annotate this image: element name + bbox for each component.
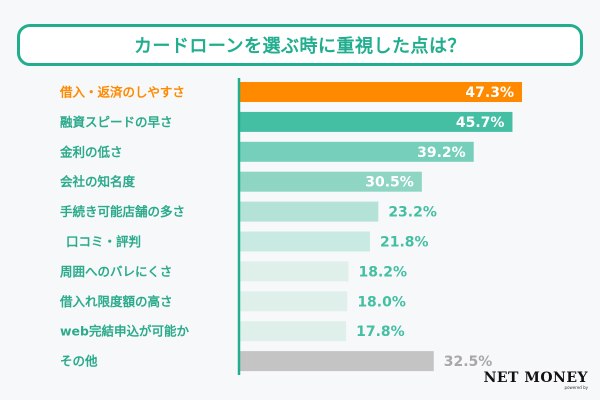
chart-title-box: カードローンを選ぶ時に重視した点は？ bbox=[17, 24, 583, 66]
net-money-logo: NET MONEY powered by bbox=[484, 371, 588, 391]
bar bbox=[240, 201, 379, 222]
logo-wordmark: NET MONEY bbox=[483, 370, 588, 386]
bar bbox=[240, 171, 422, 192]
category-label: 金利の低さ bbox=[59, 144, 123, 159]
bar bbox=[240, 261, 349, 282]
chart-title: カードローンを選ぶ時に重視した点は？ bbox=[133, 36, 467, 57]
bar bbox=[240, 111, 513, 132]
value-label: 18.0% bbox=[357, 294, 406, 310]
logo-subtitle: powered by bbox=[564, 385, 588, 390]
category-label: 融資スピードの早さ bbox=[60, 114, 173, 129]
bar bbox=[240, 351, 434, 372]
value-label: 32.5% bbox=[444, 354, 493, 370]
bar bbox=[240, 231, 370, 252]
category-label: 口コミ・評判 bbox=[66, 234, 141, 249]
value-label: 47.3% bbox=[465, 85, 514, 101]
category-label: 借入・返済のしやすさ bbox=[59, 85, 185, 100]
value-label: 23.2% bbox=[388, 205, 437, 221]
value-label: 17.8% bbox=[356, 324, 405, 340]
value-label: 21.8% bbox=[380, 235, 429, 251]
bar bbox=[240, 82, 522, 102]
value-label: 45.7% bbox=[456, 115, 505, 131]
category-label: 借入れ限度額の高さ bbox=[59, 294, 173, 309]
bar bbox=[240, 141, 474, 162]
category-label: 周囲へのバレにくさ bbox=[60, 264, 172, 279]
value-label: 39.2% bbox=[417, 145, 466, 161]
category-label: その他 bbox=[60, 354, 98, 369]
value-label: 30.5% bbox=[365, 175, 414, 191]
bar bbox=[240, 291, 348, 312]
category-label: 会社の知名度 bbox=[60, 174, 136, 189]
category-label: 手続き可能店舗の多さ bbox=[60, 204, 185, 219]
bar bbox=[240, 321, 347, 342]
value-label: 18.2% bbox=[359, 264, 408, 280]
category-label: web完結申込が可能か bbox=[60, 324, 189, 339]
